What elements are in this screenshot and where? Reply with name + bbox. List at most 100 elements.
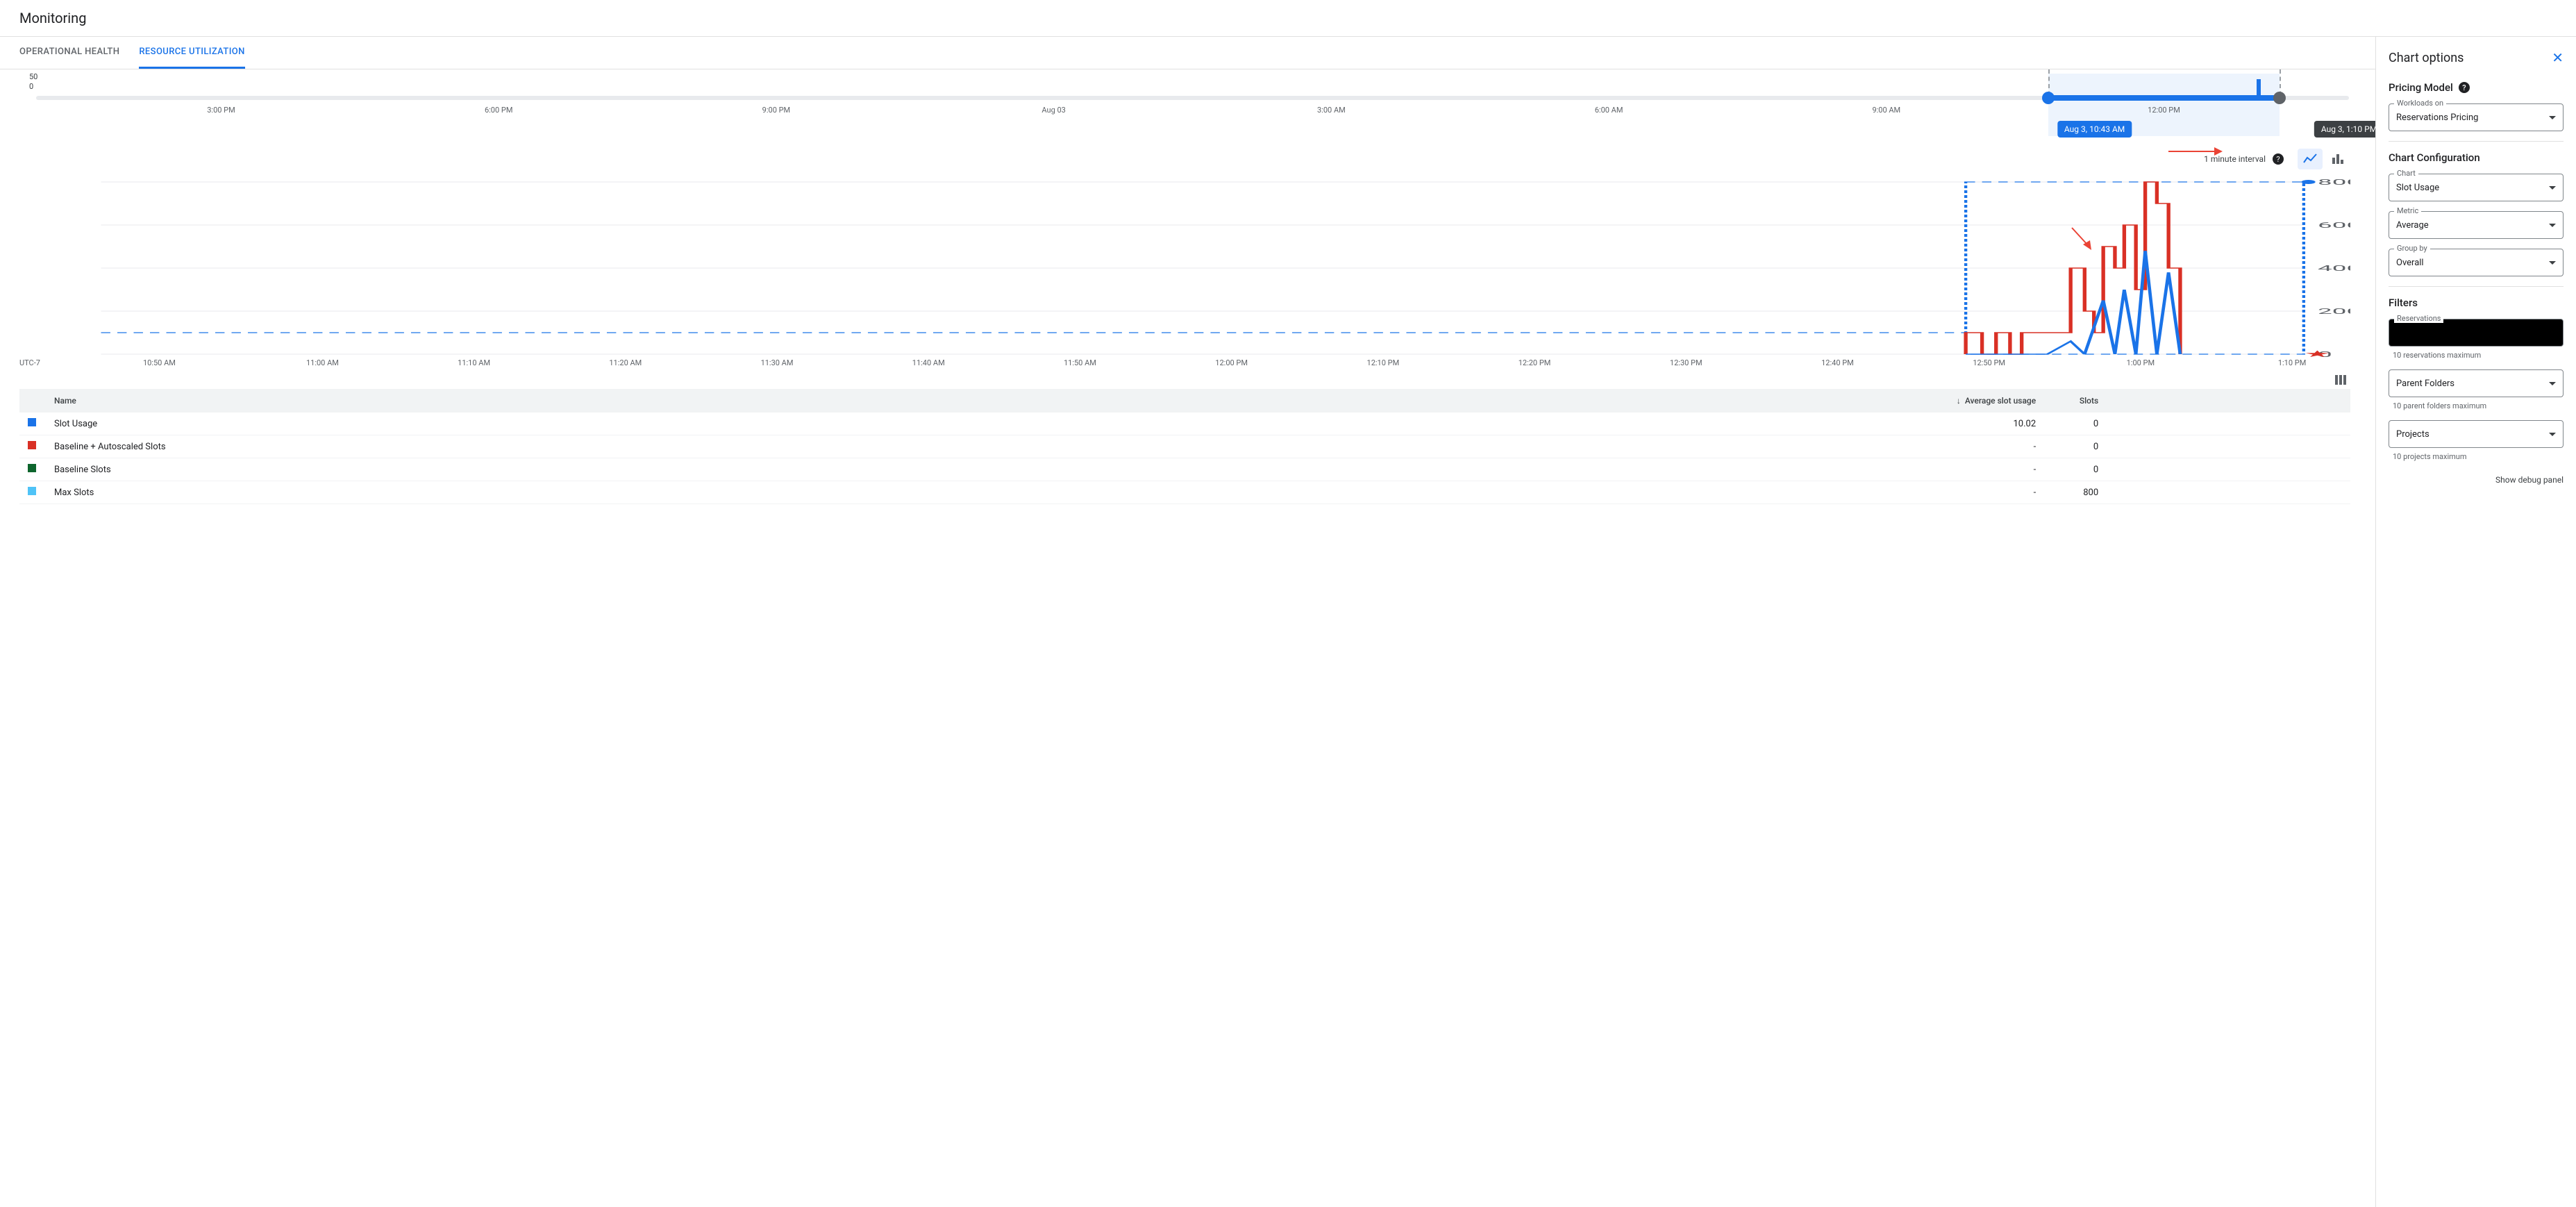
- col-avg[interactable]: ↓Average slot usage: [1919, 389, 2044, 413]
- parent-folders-select[interactable]: Parent Folders: [2389, 369, 2564, 397]
- overview-x-tick: Aug 03: [1042, 106, 1065, 115]
- metric-label: Metric: [2394, 206, 2421, 215]
- chart-x-tick: 12:50 PM: [1973, 358, 2005, 367]
- overview-timeline[interactable]: 50 0 3:00 PM6:00 PM9:00 PMAug 033:00 AM6…: [0, 69, 2375, 140]
- chart-type-line-button[interactable]: [2298, 149, 2323, 169]
- chart-x-axis: UTC-7 10:50 AM 11:00 AM 11:10 AM 11:20 AM 11…: [19, 358, 2350, 371]
- overview-x-tick: 9:00 PM: [762, 106, 790, 115]
- slot-usage-chart[interactable]: 0200400600800★: [19, 178, 2350, 358]
- overview-selection: [2048, 95, 2280, 101]
- series-swatch: [28, 487, 36, 495]
- chart-x-tick: 1:10 PM: [2278, 358, 2306, 367]
- timezone-label: UTC-7: [19, 358, 40, 367]
- group-by-select[interactable]: Overall: [2389, 249, 2564, 276]
- svg-text:★: ★: [2304, 349, 2331, 358]
- chart-x-tick: 1:00 PM: [2127, 358, 2155, 367]
- table-row[interactable]: Slot Usage 10.02 0: [19, 413, 2350, 435]
- chart-configuration-heading: Chart Configuration: [2389, 151, 2564, 164]
- chart-x-tick: 11:10 AM: [458, 358, 490, 367]
- close-icon[interactable]: ✕: [2552, 49, 2564, 66]
- parent-folders-helper: 10 parent folders maximum: [2393, 401, 2564, 410]
- svg-text:400: 400: [2318, 264, 2350, 273]
- legend-table: Name ↓Average slot usage Slots Slot Usag…: [19, 389, 2350, 504]
- chart-x-tick: 11:50 AM: [1064, 358, 1096, 367]
- chart-x-tick: 11:00 AM: [306, 358, 339, 367]
- chevron-down-icon: [2549, 433, 2556, 436]
- metric-select[interactable]: Average: [2389, 211, 2564, 239]
- filters-heading: Filters: [2389, 297, 2564, 309]
- overview-x-tick: 3:00 PM: [207, 106, 235, 115]
- column-view-icon[interactable]: [2335, 375, 2346, 385]
- chart-x-tick: 12:40 PM: [1821, 358, 1854, 367]
- chart-x-tick: 11:20 AM: [609, 358, 642, 367]
- row-avg: -: [1919, 435, 2044, 458]
- bar-chart-icon: [2331, 153, 2345, 165]
- overview-y-tick: 0: [29, 82, 37, 92]
- overview-x-tick: 12:00 PM: [2148, 106, 2180, 115]
- chart-x-tick: 12:00 PM: [1215, 358, 1248, 367]
- row-slots: 800: [2044, 481, 2107, 504]
- chart-x-tick: 11:30 AM: [761, 358, 794, 367]
- chart-select[interactable]: Slot Usage: [2389, 174, 2564, 201]
- overview-y-ticks: 50 0: [29, 72, 37, 92]
- main-column: OPERATIONAL HEALTH RESOURCE UTILIZATION …: [0, 37, 2376, 1207]
- row-avg: 10.02: [1919, 413, 2044, 435]
- svg-text:600: 600: [2318, 221, 2350, 230]
- chevron-down-icon: [2549, 116, 2556, 119]
- overview-x-tick: 9:00 AM: [1872, 106, 1900, 115]
- overview-y-tick: 50: [29, 72, 37, 82]
- interval-row: 1 minute interval ?: [0, 140, 2375, 175]
- table-row[interactable]: Max Slots - 800: [19, 481, 2350, 504]
- workloads-on-label: Workloads on: [2394, 99, 2446, 108]
- group-by-label: Group by: [2394, 244, 2430, 253]
- overview-handle-start[interactable]: [2042, 92, 2055, 104]
- overview-track[interactable]: [36, 96, 2349, 100]
- chevron-down-icon: [2549, 261, 2556, 265]
- series-swatch: [28, 418, 36, 426]
- overview-current-marker: [2257, 79, 2261, 96]
- chevron-down-icon: [2549, 186, 2556, 190]
- series-swatch: [28, 464, 36, 472]
- reservations-helper: 10 reservations maximum: [2393, 351, 2564, 360]
- help-icon[interactable]: ?: [2273, 153, 2284, 165]
- overview-handle-end[interactable]: [2273, 92, 2286, 104]
- interval-text: 1 minute interval: [2204, 154, 2266, 164]
- projects-helper: 10 projects maximum: [2393, 452, 2564, 461]
- tab-operational-health[interactable]: OPERATIONAL HEALTH: [19, 37, 119, 69]
- row-name: Slot Usage: [46, 413, 1919, 435]
- overview-x-ticks: 3:00 PM6:00 PM9:00 PMAug 033:00 AM6:00 A…: [36, 106, 2349, 117]
- chart-x-tick: 12:20 PM: [1519, 358, 1551, 367]
- chart-x-tick: 11:40 AM: [912, 358, 945, 367]
- table-row[interactable]: Baseline + Autoscaled Slots - 0: [19, 435, 2350, 458]
- tab-resource-utilization[interactable]: RESOURCE UTILIZATION: [139, 37, 244, 69]
- col-slots[interactable]: Slots: [2044, 389, 2107, 413]
- projects-select[interactable]: Projects: [2389, 420, 2564, 448]
- row-slots: 0: [2044, 435, 2107, 458]
- chart-type-bar-button[interactable]: [2325, 149, 2350, 169]
- row-avg: -: [1919, 458, 2044, 481]
- chart-x-tick: 10:50 AM: [143, 358, 176, 367]
- pricing-model-heading: Pricing Model ?: [2389, 81, 2564, 94]
- chevron-down-icon: [2549, 382, 2556, 385]
- chart-canvas: 0200400600800★: [19, 178, 2350, 358]
- chart-options-panel: Chart options ✕ Pricing Model ? Workload…: [2376, 37, 2576, 1207]
- show-debug-panel-link[interactable]: Show debug panel: [2389, 471, 2564, 485]
- table-row[interactable]: Baseline Slots - 0: [19, 458, 2350, 481]
- series-swatch: [28, 441, 36, 449]
- row-slots: 0: [2044, 413, 2107, 435]
- page-title: Monitoring: [0, 0, 2576, 37]
- col-name[interactable]: Name: [46, 389, 1919, 413]
- row-name: Baseline + Autoscaled Slots: [46, 435, 1919, 458]
- reservations-label: Reservations: [2394, 314, 2443, 323]
- sort-desc-icon: ↓: [1957, 396, 1961, 406]
- chart-x-tick: 12:10 PM: [1367, 358, 1400, 367]
- overview-start-label: Aug 3, 10:43 AM: [2057, 121, 2132, 138]
- reservations-select[interactable]: [2389, 319, 2564, 347]
- overview-x-tick: 6:00 PM: [485, 106, 512, 115]
- workloads-on-select[interactable]: Reservations Pricing: [2389, 103, 2564, 131]
- overview-x-tick: 3:00 AM: [1317, 106, 1346, 115]
- help-icon[interactable]: ?: [2459, 82, 2470, 93]
- row-avg: -: [1919, 481, 2044, 504]
- overview-end-label: Aug 3, 1:10 PM: [2314, 121, 2376, 138]
- chart-x-tick: 12:30 PM: [1670, 358, 1703, 367]
